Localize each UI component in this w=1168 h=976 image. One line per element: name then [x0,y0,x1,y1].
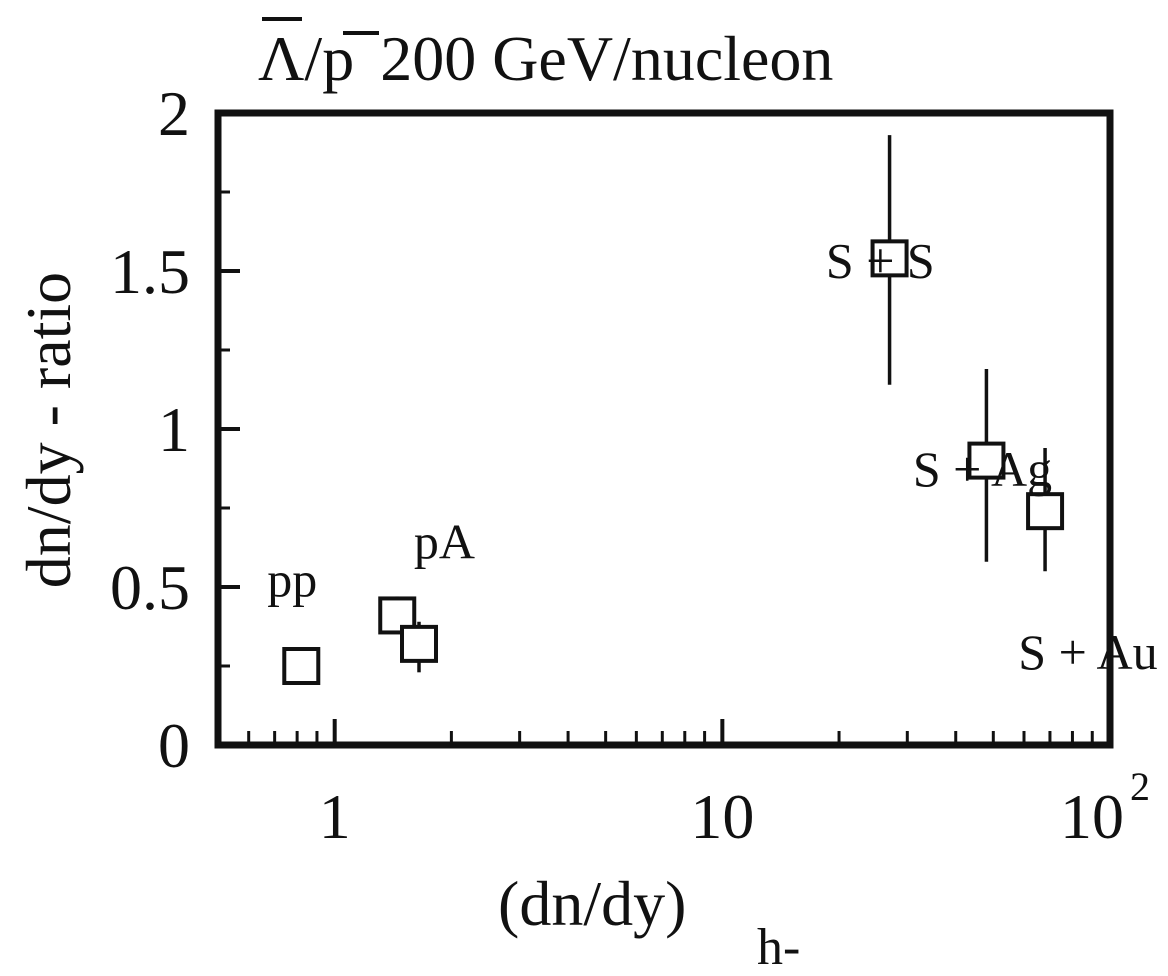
x-tick-label: 10 [1060,781,1124,852]
title-rest: 200 GeV/nucleon [380,23,833,94]
point-annotation: pA [414,514,475,570]
x-tick-label-superscript: 2 [1130,764,1150,809]
chart-title: Λ/p 200 GeV/nucleon [258,17,833,94]
data-point [400,624,439,663]
y-axis-label: dn/dy - ratio [13,272,84,588]
y-tick-labels: 0 0.5 1 1.5 2 [110,78,190,781]
data-point [967,441,1006,480]
point-annotation: S + Au [1018,624,1157,680]
plot-frame [214,109,1114,749]
x-tick-labels: 1 10 10 2 [319,764,1150,852]
y-tick-label: 1 [158,394,190,465]
title-slash: / [304,23,322,94]
data-markers [282,239,1065,685]
title-lambda: Λ [258,23,304,94]
x-tick-label: 10 [690,781,754,852]
axis-ticks [216,111,1094,747]
point-annotation: S + S [826,232,935,288]
point-annotation: pp [267,551,317,607]
annotations: pp pA S + S S + Ag S + Au [267,232,1157,680]
y-tick-label: 2 [158,78,190,149]
y-tick-label: 0 [158,710,190,781]
x-tick-label: 1 [319,781,351,852]
x-axis-label-group: (dn/dy) h- [498,868,800,976]
x-axis-label: (dn/dy) [498,868,686,939]
data-point [282,647,321,685]
point-annotation: S + Ag [913,441,1052,497]
y-tick-label: 0.5 [110,552,190,623]
data-point [870,239,909,278]
x-axis-label-subscript: h- [757,919,800,976]
data-point [1026,492,1065,531]
y-tick-label: 1.5 [110,236,190,307]
